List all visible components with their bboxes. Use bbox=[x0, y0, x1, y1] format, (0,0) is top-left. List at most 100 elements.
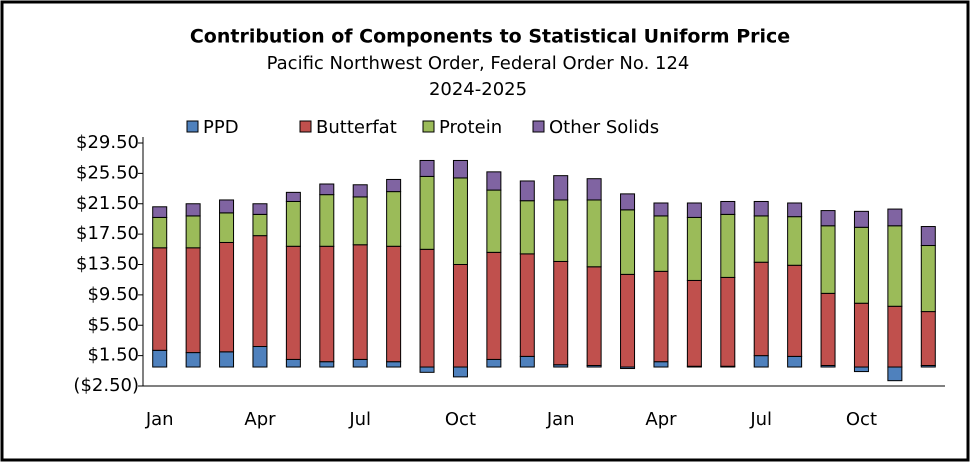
y-tick-label: $5.50 bbox=[87, 314, 139, 335]
bar-segment bbox=[620, 209, 636, 275]
bar-segment bbox=[753, 215, 769, 263]
bar-segment bbox=[419, 159, 435, 177]
bar-segment bbox=[787, 202, 803, 218]
bar-segment bbox=[452, 366, 468, 378]
bar-segment bbox=[653, 270, 669, 363]
bar-segment bbox=[720, 276, 736, 367]
bar-segment bbox=[219, 241, 235, 353]
legend-label: Butterfat bbox=[316, 117, 397, 138]
bar-segment bbox=[285, 200, 301, 247]
chart-subtitle: Pacific Northwest Order, Federal Order N… bbox=[267, 53, 690, 74]
bar-segment bbox=[152, 247, 168, 351]
bar-segment bbox=[586, 199, 602, 268]
bar-segment bbox=[753, 355, 769, 368]
bar-segment bbox=[452, 264, 468, 368]
bar-segment bbox=[686, 202, 702, 218]
y-tick-label: ($2.50) bbox=[73, 375, 139, 396]
bar-segment bbox=[352, 244, 368, 360]
bar-segment bbox=[219, 351, 235, 368]
y-tick-label: $21.50 bbox=[76, 193, 139, 214]
bar-segment bbox=[319, 194, 335, 247]
bar-segment bbox=[519, 355, 535, 368]
bar-segment bbox=[653, 215, 669, 272]
bar-segment bbox=[252, 235, 268, 348]
bar-segment bbox=[586, 178, 602, 201]
bar-segment bbox=[720, 200, 736, 215]
bar-segment bbox=[820, 225, 836, 294]
x-tick-label: Oct bbox=[445, 409, 476, 430]
bar-segment bbox=[820, 210, 836, 227]
bar-segment bbox=[419, 366, 435, 373]
bar-segment bbox=[285, 358, 301, 368]
bar-segment bbox=[352, 358, 368, 368]
chart-title: Contribution of Components to Statistica… bbox=[190, 26, 790, 48]
bar-segment bbox=[720, 213, 736, 278]
bar-segment bbox=[753, 261, 769, 357]
bar-segment bbox=[853, 366, 869, 373]
bar-segment bbox=[553, 260, 569, 366]
bar-segment bbox=[486, 171, 502, 191]
bar-segment bbox=[920, 311, 936, 366]
bar-segment bbox=[887, 366, 903, 382]
bar-segment bbox=[252, 203, 268, 215]
x-tick-label: Jul bbox=[348, 409, 371, 430]
legend-label: PPD bbox=[203, 117, 239, 138]
legend-swatch bbox=[532, 120, 545, 133]
legend-swatch bbox=[299, 120, 312, 133]
bar-segment bbox=[653, 202, 669, 217]
bar-segment bbox=[319, 245, 335, 363]
bar-segment bbox=[219, 199, 235, 214]
y-tick-label: $25.50 bbox=[76, 162, 139, 183]
y-tick-label: $9.50 bbox=[87, 284, 139, 305]
bar-segment bbox=[653, 361, 669, 368]
bar-segment bbox=[252, 346, 268, 368]
bar-segment bbox=[519, 253, 535, 357]
bar-segment bbox=[920, 226, 936, 247]
bar-segment bbox=[386, 245, 402, 363]
bar-segment bbox=[620, 273, 636, 368]
bar-segment bbox=[920, 245, 936, 313]
bar-segment bbox=[486, 189, 502, 253]
x-tick-label: Apr bbox=[244, 409, 276, 430]
x-tick-label: Oct bbox=[846, 409, 877, 430]
bar-segment bbox=[519, 200, 535, 255]
bar-segment bbox=[787, 355, 803, 368]
bar-segment bbox=[820, 292, 836, 366]
bar-segment bbox=[152, 206, 168, 218]
bar-segment bbox=[553, 175, 569, 201]
y-tick-label: $29.50 bbox=[76, 132, 139, 153]
y-tick-label: $1.50 bbox=[87, 345, 139, 366]
bar-segment bbox=[887, 208, 903, 227]
bar-segment bbox=[486, 358, 502, 368]
bar-segment bbox=[152, 349, 168, 368]
y-tick-label: $13.50 bbox=[76, 254, 139, 275]
bar-segment bbox=[386, 191, 402, 247]
bar-segment bbox=[620, 193, 636, 211]
bar-segment bbox=[219, 212, 235, 243]
bar-segment bbox=[319, 183, 335, 196]
legend-label: Protein bbox=[439, 117, 502, 138]
x-tick-label: Jan bbox=[145, 409, 174, 430]
bar-segment bbox=[285, 191, 301, 202]
bar-segment bbox=[185, 215, 201, 249]
bar-segment bbox=[887, 225, 903, 307]
bar-segment bbox=[386, 361, 402, 368]
bar-segment bbox=[586, 266, 602, 366]
legend-label: Other Solids bbox=[549, 117, 659, 138]
legend-swatch bbox=[422, 120, 435, 133]
bar-segment bbox=[252, 213, 268, 237]
bar-segment bbox=[352, 196, 368, 246]
bar-segment bbox=[787, 216, 803, 266]
x-tick-label: Apr bbox=[645, 409, 677, 430]
bar-segment bbox=[519, 180, 535, 202]
bar-segment bbox=[319, 361, 335, 368]
bar-segment bbox=[185, 352, 201, 368]
bar-segment bbox=[887, 305, 903, 368]
bar-segment bbox=[686, 216, 702, 281]
bar-segment bbox=[185, 247, 201, 354]
legend-swatch bbox=[186, 120, 199, 133]
bar-segment bbox=[285, 245, 301, 360]
bar-segment bbox=[853, 210, 869, 228]
